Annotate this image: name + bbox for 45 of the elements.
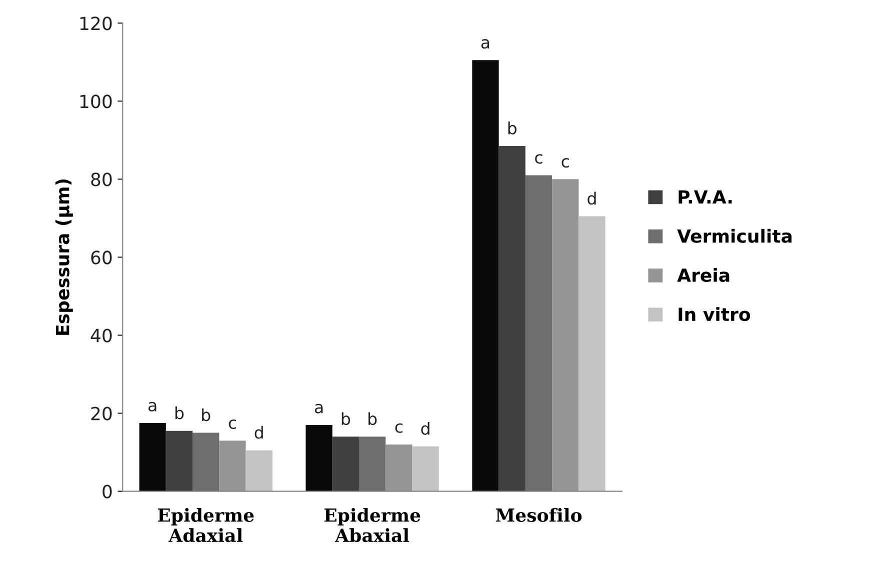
data-label: d	[421, 422, 430, 435]
bar	[166, 430, 193, 492]
bar	[358, 436, 386, 492]
x-tick-label: Mesofilo	[496, 508, 582, 522]
bar	[472, 60, 499, 492]
data-label: b	[342, 412, 350, 426]
y-tick-label: 0	[102, 484, 112, 498]
legend-label: Vermiculita	[677, 228, 792, 243]
y-axis-title: Espessura (µm)	[55, 179, 73, 335]
data-label: a	[314, 404, 323, 414]
data-label: c	[562, 158, 569, 168]
legend-label: In vitro	[678, 307, 750, 322]
y-tick-label: 40	[90, 328, 112, 342]
data-label: d	[254, 426, 263, 439]
x-tick-label: Epiderme Abaxial	[324, 508, 420, 542]
data-label: d	[588, 192, 596, 205]
y-tick-label: 120	[80, 16, 112, 30]
bar	[578, 216, 606, 492]
data-label: c	[228, 419, 236, 430]
bar	[386, 444, 412, 492]
legend-label: Areia	[677, 268, 730, 282]
bar	[412, 446, 439, 492]
x-tick-label: Epiderme Adaxial	[158, 508, 254, 542]
data-label: c	[535, 154, 542, 164]
bar	[498, 146, 526, 492]
bar	[525, 175, 552, 492]
y-tick-label: 20	[91, 406, 112, 420]
data-label: b	[175, 406, 184, 420]
bar	[192, 432, 220, 492]
y-tick-label: 80	[91, 172, 112, 186]
bar	[552, 179, 579, 492]
bar	[246, 450, 272, 492]
data-label: b	[508, 122, 516, 134]
bar	[139, 423, 166, 492]
bar	[219, 440, 246, 492]
data-label: a	[481, 39, 490, 49]
legend-label: P.V.A.	[678, 190, 732, 204]
data-label: c	[395, 423, 402, 433]
y-tick-label: 60	[91, 250, 112, 264]
data-label: b	[202, 408, 210, 422]
data-label: b	[368, 412, 377, 426]
bar	[306, 424, 332, 492]
y-tick-label: 100	[80, 94, 112, 108]
data-label: a	[148, 402, 156, 412]
bar	[332, 436, 359, 492]
